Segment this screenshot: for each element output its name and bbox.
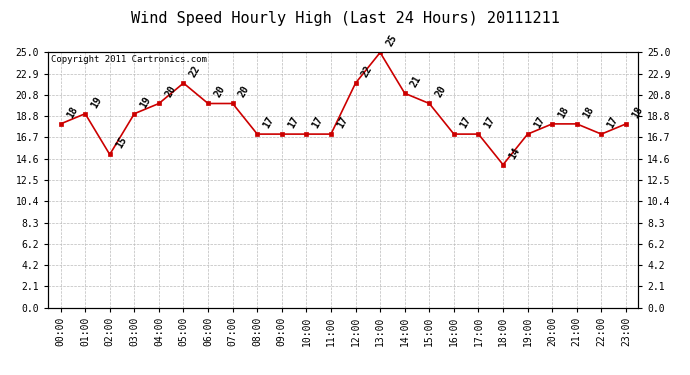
Text: 14: 14	[507, 146, 522, 160]
Text: 18: 18	[630, 105, 644, 120]
Text: 22: 22	[188, 64, 202, 79]
Text: 17: 17	[335, 115, 350, 130]
Text: 17: 17	[458, 115, 473, 130]
Text: 18: 18	[581, 105, 595, 120]
Text: 18: 18	[556, 105, 571, 120]
Text: 18: 18	[65, 105, 79, 120]
Text: 15: 15	[114, 135, 128, 150]
Text: 20: 20	[163, 84, 177, 99]
Text: 19: 19	[139, 94, 153, 110]
Text: 17: 17	[310, 115, 325, 130]
Text: 17: 17	[286, 115, 301, 130]
Text: 19: 19	[89, 94, 104, 110]
Text: 17: 17	[482, 115, 497, 130]
Text: 20: 20	[213, 84, 227, 99]
Text: Wind Speed Hourly High (Last 24 Hours) 20111211: Wind Speed Hourly High (Last 24 Hours) 2…	[130, 11, 560, 26]
Text: 17: 17	[606, 115, 620, 130]
Text: 20: 20	[433, 84, 448, 99]
Text: 17: 17	[532, 115, 546, 130]
Text: 25: 25	[384, 33, 399, 48]
Text: 20: 20	[237, 84, 251, 99]
Text: 17: 17	[262, 115, 276, 130]
Text: 21: 21	[409, 74, 424, 89]
Text: 22: 22	[359, 64, 374, 79]
Text: Copyright 2011 Cartronics.com: Copyright 2011 Cartronics.com	[51, 55, 207, 64]
